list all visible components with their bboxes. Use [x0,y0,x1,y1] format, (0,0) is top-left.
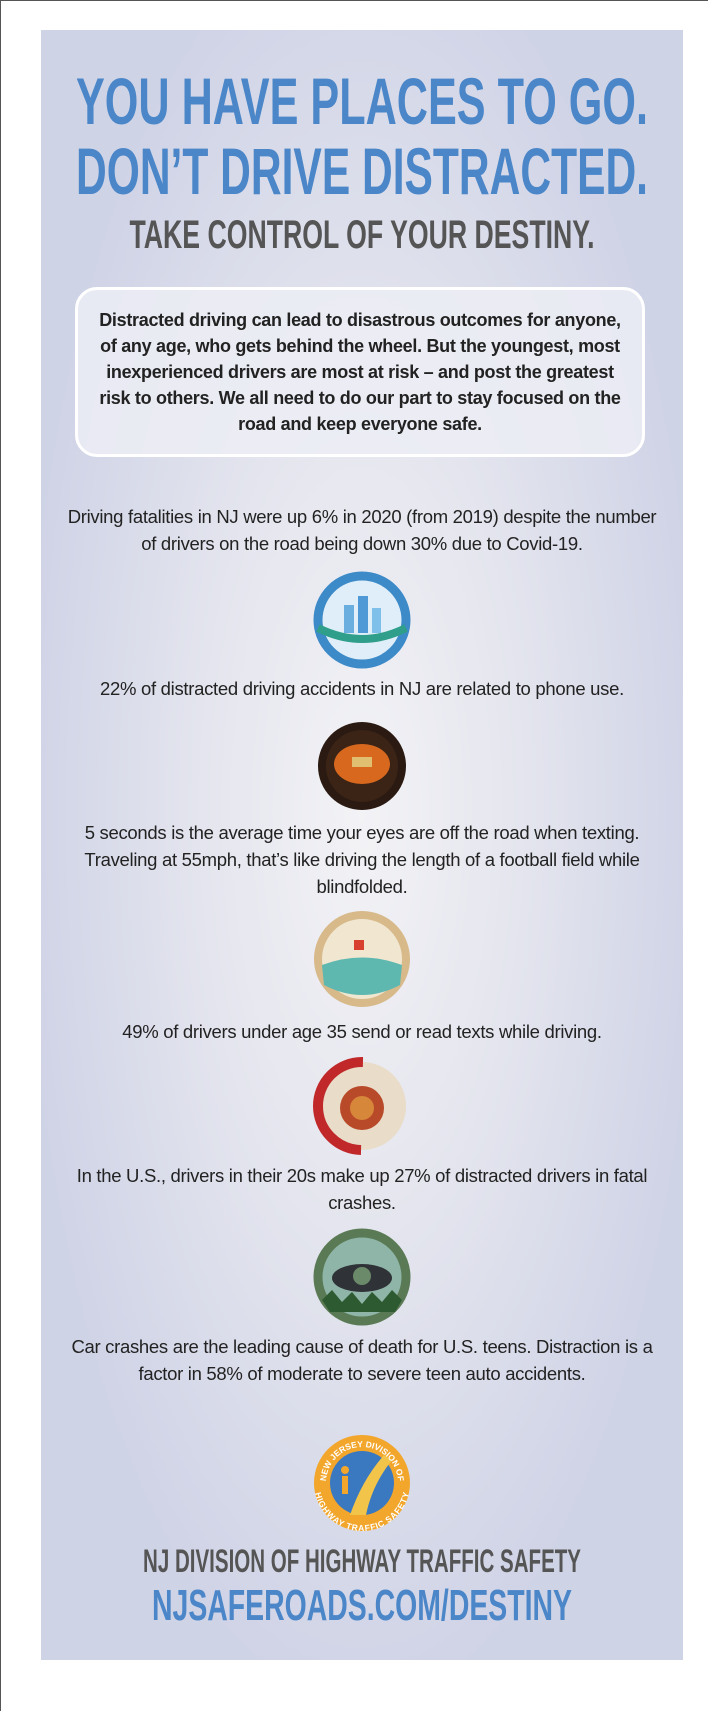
fact: 22% of distracted driving accidents in N… [62,675,662,702]
wheel-icon [318,576,406,664]
wheel-icon [318,1233,406,1321]
tagline: TAKE CONTROL OF YOUR DESTINY. [130,213,595,257]
logo: NEW JERSEY DIVISION OF HIGHWAY TRAFFIC S… [313,1435,412,1533]
page: YOU HAVE PLACES TO GO. DON’T DRIVE DISTR… [0,0,709,1712]
organization: NJ DIVISION OF HIGHWAY TRAFFIC SAFETY [143,1543,581,1579]
fact: 5 seconds is the average time your eyes … [62,819,662,900]
wheel-icon [318,1062,406,1150]
fact: 49% of drivers under age 35 send or read… [62,1018,662,1045]
intro-text: Distracted driving can lead to disastrou… [96,307,624,437]
headline: YOU HAVE PLACES TO GO. [76,64,648,138]
wheel-icon [318,722,406,810]
fact: Driving fatalities in NJ were up 6% in 2… [62,503,662,557]
url: NJSAFEROADS.COM/DESTINY [152,1581,572,1630]
fact: Car crashes are the leading cause of dea… [62,1333,662,1387]
wheel-icon [318,915,406,1003]
fact: In the U.S., drivers in their 20s make u… [62,1162,662,1216]
headline: DON’T DRIVE DISTRACTED. [76,134,648,208]
intro-box: Distracted driving can lead to disastrou… [75,287,645,457]
